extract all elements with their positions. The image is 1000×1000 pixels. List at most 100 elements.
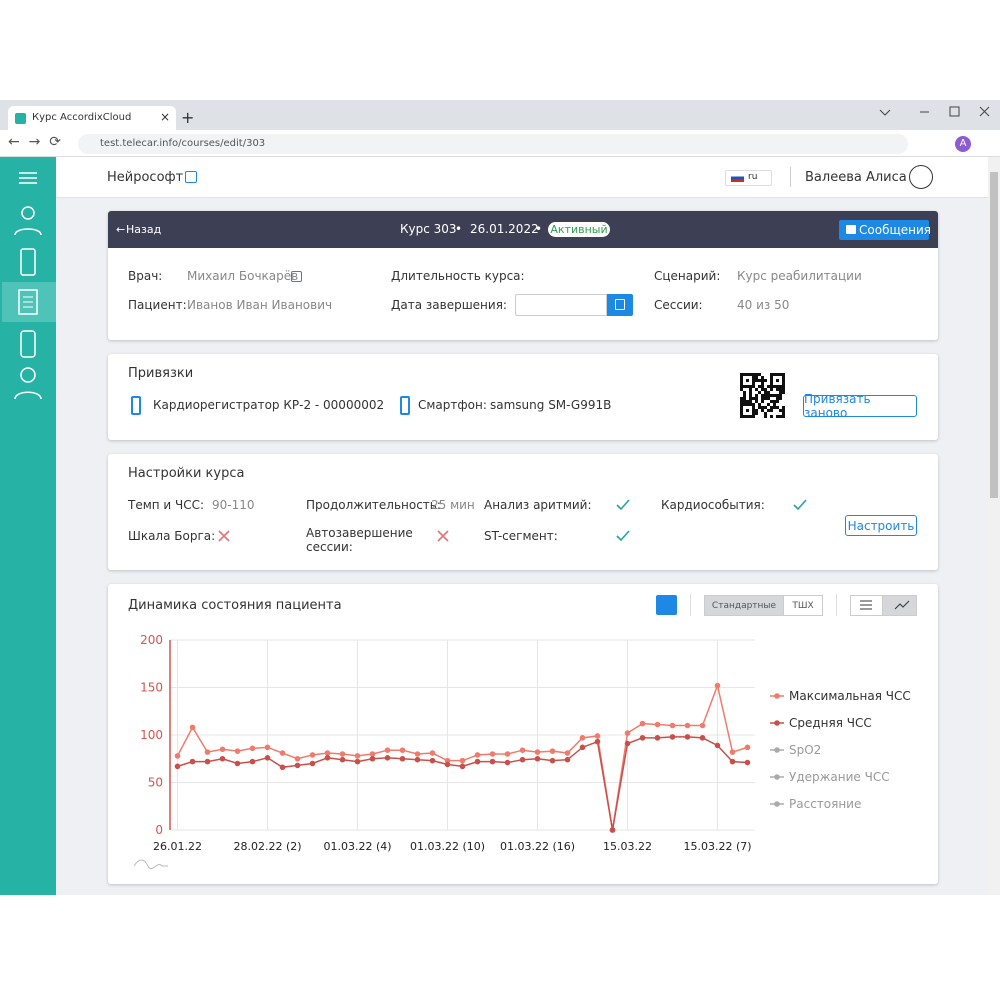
qr-cell [770,406,773,409]
field-label: Пациент: [128,298,187,312]
dot: • [535,222,543,236]
card-title: Настройки курса [128,466,245,481]
date-input[interactable] [515,294,607,316]
edit-icon[interactable] [185,171,197,183]
qr-cell [770,379,773,382]
y-tick-label: 150 [140,681,163,695]
qr-cell [752,385,755,388]
legend-label: Максимальная ЧСС [789,689,911,703]
tab[interactable] [8,106,176,130]
tab-close[interactable]: × [160,110,171,124]
qr-cell [746,415,749,418]
qr-cell [752,382,755,385]
user-avatar[interactable] [909,165,933,189]
back-arrow[interactable]: ← [116,223,126,236]
sidebar [0,157,56,895]
x-tick-label: 01.03.22 (16) [500,840,575,853]
legend-label: SpO2 [789,743,821,757]
lang-select[interactable] [725,170,772,186]
qr-cell [782,409,785,412]
data-point [459,763,466,770]
qr-cell [767,394,770,397]
mode-toggle[interactable]: ТШХ [783,595,823,616]
lang: ru [748,172,758,182]
qr-cell [749,385,752,388]
setting-label: Анализ аритмий: [484,498,592,512]
legend-dot [774,747,780,753]
field-label: Дата завершения: [391,298,507,312]
qr-cell [749,394,752,397]
data-point [489,751,496,757]
qr-cell [764,412,767,415]
check-icon [793,499,807,511]
chart-view[interactable] [882,595,917,616]
data-point [234,760,241,767]
data-point [594,733,601,739]
qr-cell [770,415,773,418]
data-point [519,756,526,763]
qr-cell [761,382,764,385]
legend-dot [774,774,780,780]
qr-cell [743,385,746,388]
bindings-card [108,354,938,440]
data-point [684,722,691,729]
qr-cell [758,379,761,382]
new-tab[interactable]: + [181,108,195,127]
data-point [744,744,751,751]
qr-cell [764,388,767,391]
report-icon[interactable] [656,595,677,615]
y-tick-label: 50 [148,776,163,790]
data-point [474,758,481,765]
setting-label: Продолжительность: [306,498,441,512]
qr-cell [761,376,764,379]
data-point [189,758,196,765]
data-point [309,760,316,767]
qr-cell [776,400,779,403]
qr-cell [755,394,758,397]
qr-cell [755,388,758,391]
cross-icon [437,530,449,542]
data-point [714,682,721,689]
qr-cell [776,373,779,376]
qr-cell [761,397,764,400]
data-point [219,746,226,753]
qr-cell [773,373,776,376]
back-button[interactable]: Назад [126,223,162,236]
qr-cell [740,388,743,391]
legend-dot [774,693,780,699]
qr-cell [779,415,782,418]
qr-cell [749,403,752,406]
rebind-button[interactable]: Привязать заново [803,392,917,420]
data-point [534,755,541,762]
qr-cell [770,394,773,397]
qr-cell [740,373,743,376]
app-header [56,157,988,198]
field-value: Михаил Бочкарёв [187,269,299,283]
setting-status [616,499,630,511]
qr-cell [740,403,743,406]
x-tick-label: 15.03.22 (7) [683,840,751,853]
calendar-button[interactable] [607,294,633,316]
legend-dot [774,801,780,807]
data-point [384,755,391,761]
configure-button[interactable]: Настроить [845,515,917,536]
scroll-thumb[interactable] [990,172,998,498]
setting-label: Кардиособытия: [661,498,765,512]
course-date: 26.01.2022 [470,222,539,236]
qr-cell [752,403,755,406]
messages-button[interactable]: Сообщения [839,220,931,240]
data-point [174,753,181,759]
nav-buttons[interactable]: ← → ⟳ [8,134,61,150]
qr-cell [758,373,761,376]
data-point [564,750,571,756]
qr-cell [770,376,773,379]
data-point [429,750,436,756]
field-value: 40 из 50 [737,298,790,312]
qr-cell [761,409,764,412]
phone-icon [400,396,410,415]
edit-icon[interactable] [291,271,302,282]
qr-cell [776,394,779,397]
url-box[interactable] [78,134,908,154]
profile-avatar[interactable]: A [955,136,971,152]
qr-cell [764,394,767,397]
